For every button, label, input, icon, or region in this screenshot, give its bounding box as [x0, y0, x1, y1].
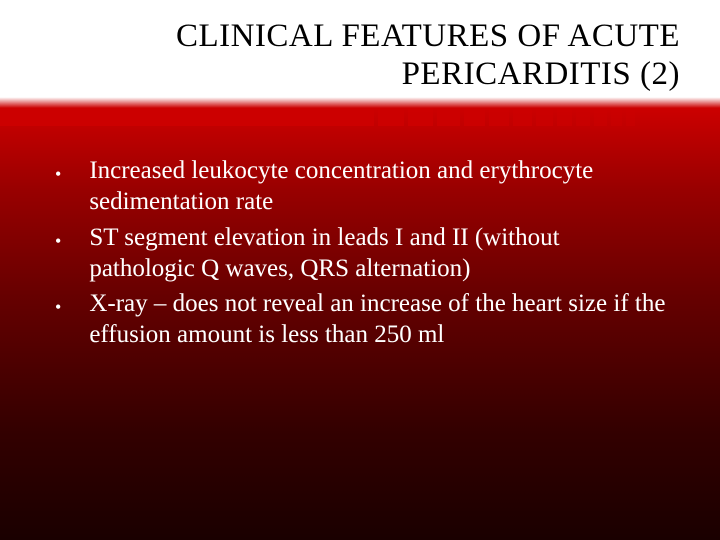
separator-block [437, 108, 460, 126]
bullet-text: X-ray – does not reveal an increase of t… [89, 288, 670, 351]
list-item: • X-ray – does not reveal an increase of… [55, 288, 670, 351]
separator-block [611, 108, 622, 126]
separator-blocks [374, 108, 635, 126]
separator-block [626, 108, 636, 126]
separator-solid [0, 108, 374, 126]
bullet-icon: • [55, 165, 61, 183]
list-item: • ST segment elevation in leads I and II… [55, 222, 670, 285]
separator-block [408, 108, 433, 126]
bullet-icon: • [55, 232, 61, 250]
separator-block [576, 108, 590, 126]
separator-block [513, 108, 532, 126]
slide-container: CLINICAL FEATURES OF ACUTE PERICARDITIS … [0, 0, 720, 540]
slide-title: CLINICAL FEATURES OF ACUTE PERICARDITIS … [40, 18, 680, 94]
title-area: CLINICAL FEATURES OF ACUTE PERICARDITIS … [0, 0, 720, 94]
separator-block [594, 108, 607, 126]
separator-block [557, 108, 573, 126]
separator-block [489, 108, 509, 126]
bullet-icon: • [55, 298, 61, 316]
bullet-text: ST segment elevation in leads I and II (… [89, 222, 670, 285]
list-item: • Increased leukocyte concentration and … [55, 155, 670, 218]
bullet-list: • Increased leukocyte concentration and … [55, 155, 670, 351]
bullet-text: Increased leukocyte concentration and er… [89, 155, 670, 218]
separator-bar [0, 108, 720, 126]
separator-block [378, 108, 404, 126]
content-area: • Increased leukocyte concentration and … [55, 155, 670, 355]
separator-block [464, 108, 486, 126]
separator-block [536, 108, 553, 126]
